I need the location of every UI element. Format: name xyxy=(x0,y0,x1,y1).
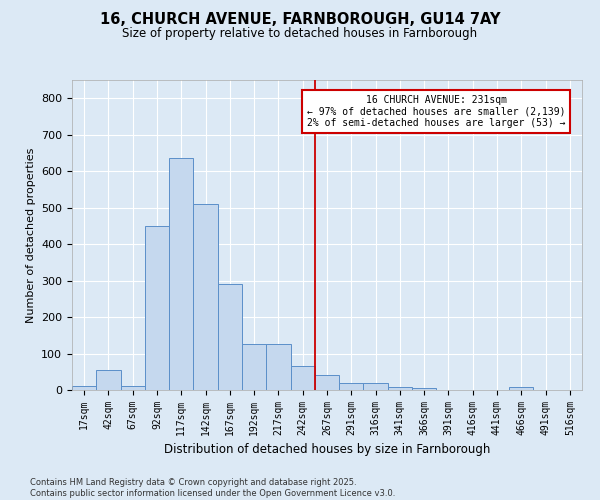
Text: Contains HM Land Registry data © Crown copyright and database right 2025.
Contai: Contains HM Land Registry data © Crown c… xyxy=(30,478,395,498)
Bar xyxy=(96,370,121,390)
Bar xyxy=(145,226,169,390)
Text: 16 CHURCH AVENUE: 231sqm
← 97% of detached houses are smaller (2,139)
2% of semi: 16 CHURCH AVENUE: 231sqm ← 97% of detach… xyxy=(307,94,566,128)
Text: Size of property relative to detached houses in Farnborough: Size of property relative to detached ho… xyxy=(122,28,478,40)
Bar xyxy=(388,387,412,390)
Bar xyxy=(121,386,145,390)
X-axis label: Distribution of detached houses by size in Farnborough: Distribution of detached houses by size … xyxy=(164,444,490,456)
Bar xyxy=(339,382,364,390)
Text: 16, CHURCH AVENUE, FARNBOROUGH, GU14 7AY: 16, CHURCH AVENUE, FARNBOROUGH, GU14 7AY xyxy=(100,12,500,28)
Bar xyxy=(364,382,388,390)
Bar xyxy=(218,284,242,390)
Bar xyxy=(509,388,533,390)
Bar xyxy=(315,376,339,390)
Bar xyxy=(266,344,290,390)
Bar xyxy=(412,388,436,390)
Bar xyxy=(242,344,266,390)
Bar xyxy=(193,204,218,390)
Bar xyxy=(290,366,315,390)
Bar xyxy=(72,386,96,390)
Bar xyxy=(169,158,193,390)
Y-axis label: Number of detached properties: Number of detached properties xyxy=(26,148,35,322)
